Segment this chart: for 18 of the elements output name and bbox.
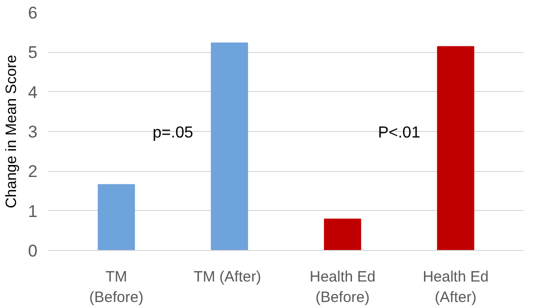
y-tick-label: 2 xyxy=(28,162,38,182)
x-tick-label: TM (After) xyxy=(194,268,262,286)
y-tick-label: 4 xyxy=(28,82,38,102)
y-tick-label: 3 xyxy=(28,122,38,142)
x-tick-label: Health Ed (Before) xyxy=(310,268,376,306)
y-tick-label: 5 xyxy=(28,43,38,62)
y-tick-label: 6 xyxy=(28,4,38,22)
bar xyxy=(324,218,362,250)
bar xyxy=(437,46,474,250)
bar xyxy=(98,184,135,250)
y-axis-title: Change in Mean Score xyxy=(3,54,20,208)
bar xyxy=(210,42,248,250)
x-tick-label: Health Ed (After) xyxy=(422,268,489,306)
annotation: p=.05 xyxy=(152,124,194,142)
annotation: P<.01 xyxy=(378,124,420,142)
y-tick-label: 1 xyxy=(28,202,38,221)
y-tick-label: 0 xyxy=(28,242,38,260)
x-tick-label: TM (Before) xyxy=(89,268,144,306)
